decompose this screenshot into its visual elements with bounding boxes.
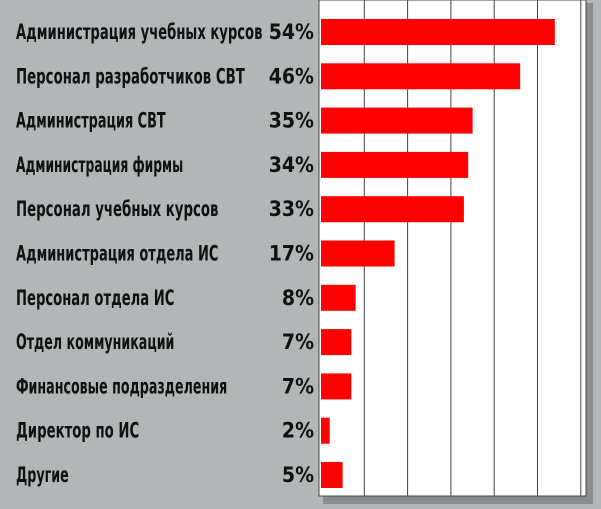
- value-label: 34%: [269, 153, 314, 177]
- value-label: 54%: [269, 20, 314, 44]
- bar: [321, 329, 352, 356]
- bar: [321, 462, 343, 488]
- value-label: 46%: [269, 64, 314, 88]
- bar: [321, 63, 521, 90]
- category-label: Финансовые подразделения: [16, 374, 227, 398]
- category-label: Администрация отдела ИС: [16, 242, 218, 266]
- value-label: 7%: [282, 374, 314, 398]
- value-labels: 54% 46% 35% 34% 33% 17% 8% 7% 7% 2% 5%: [269, 20, 314, 487]
- bars: [321, 19, 555, 488]
- bar: [321, 19, 555, 45]
- value-label: 7%: [282, 330, 314, 354]
- value-label: 5%: [282, 463, 314, 487]
- value-label: 33%: [269, 197, 314, 221]
- category-label: Администрация СВТ: [16, 109, 166, 133]
- bar: [321, 151, 469, 178]
- bar: [321, 417, 330, 444]
- bar: [321, 373, 352, 400]
- value-label: 17%: [269, 242, 314, 266]
- value-label: 35%: [269, 109, 314, 133]
- value-label: 2%: [282, 419, 314, 443]
- category-label: Другие: [16, 463, 69, 487]
- category-label: Персонал учебных курсов: [16, 197, 218, 221]
- category-labels: Администрация учебных курсов Персонал раз…: [16, 20, 262, 487]
- category-label: Администрация учебных курсов: [16, 20, 262, 44]
- category-label: Персонал отдела ИС: [16, 286, 174, 310]
- value-label: 8%: [282, 286, 314, 310]
- category-label: Отдел коммуникаций: [16, 330, 174, 354]
- category-label: Администрация фирмы: [16, 153, 183, 177]
- category-label: Директор по ИС: [16, 419, 139, 443]
- category-label: Персонал разработчиков СВТ: [16, 64, 245, 88]
- bar: [321, 196, 464, 223]
- bar: [321, 240, 395, 267]
- bar: [321, 107, 473, 134]
- bar: [321, 284, 356, 311]
